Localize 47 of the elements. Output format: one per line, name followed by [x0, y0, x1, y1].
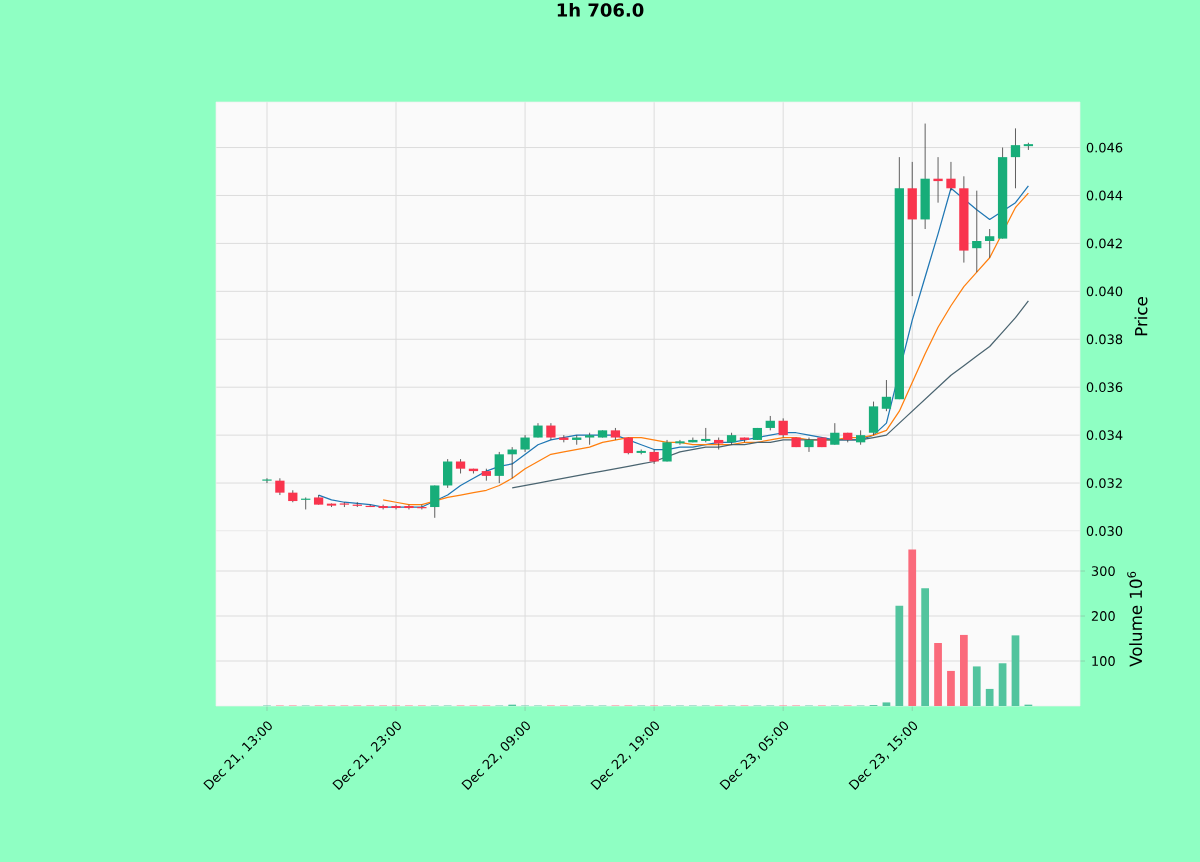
- candlestick: [881, 379, 892, 412]
- bar: [972, 666, 981, 707]
- y-tick-label: 200: [1091, 611, 1115, 621]
- candlestick: [377, 504, 389, 510]
- y-tick-label: 0.032: [1086, 478, 1122, 488]
- y-tick-label: 0.030: [1086, 526, 1123, 536]
- candlestick: [933, 156, 943, 204]
- bar: [998, 663, 1007, 707]
- candlestick: [443, 458, 453, 489]
- bar: [947, 670, 955, 707]
- bar: [882, 702, 891, 707]
- candlestick: [688, 437, 698, 443]
- candlestick: [403, 504, 415, 510]
- candlestick: [1010, 127, 1021, 189]
- y-tick-label: 0.034: [1086, 430, 1123, 441]
- y-tick-label: 0.046: [1086, 142, 1123, 153]
- candlestick: [778, 417, 788, 438]
- bar: [921, 588, 930, 707]
- bar: [934, 643, 942, 707]
- candlestick: [972, 190, 982, 273]
- y-tick-label: 0.042: [1086, 238, 1122, 249]
- y-tick-label: 0.040: [1086, 286, 1123, 297]
- bar: [985, 688, 994, 707]
- y-tick-label: 0.036: [1086, 382, 1123, 393]
- candlestick: [946, 161, 956, 192]
- candlestick: [804, 437, 814, 453]
- candlestick: [390, 504, 402, 510]
- candlestick: [700, 427, 712, 443]
- chart-title: 1h 706.0: [557, 2, 644, 17]
- candlestick: [662, 439, 672, 462]
- y-tick-label: 100: [1092, 656, 1115, 666]
- bar: [895, 605, 904, 707]
- candlestick: [494, 451, 504, 484]
- y-axis-title: Price: [1134, 297, 1148, 336]
- candlestick: [674, 439, 686, 446]
- bar: [908, 549, 917, 707]
- candlestick: [584, 432, 595, 446]
- bar: [959, 634, 968, 707]
- candlestick: [430, 485, 440, 519]
- y-tick-label: 300: [1091, 566, 1115, 576]
- candlestick: [262, 477, 272, 484]
- candlestick: [830, 422, 840, 446]
- bar: [1011, 635, 1020, 707]
- y-tick-label: 0.038: [1086, 334, 1123, 345]
- y-tick-label: 0.044: [1086, 190, 1123, 201]
- candlestick: [985, 228, 995, 259]
- y-axis-title: Volume 10$^{6}$: [1127, 571, 1143, 667]
